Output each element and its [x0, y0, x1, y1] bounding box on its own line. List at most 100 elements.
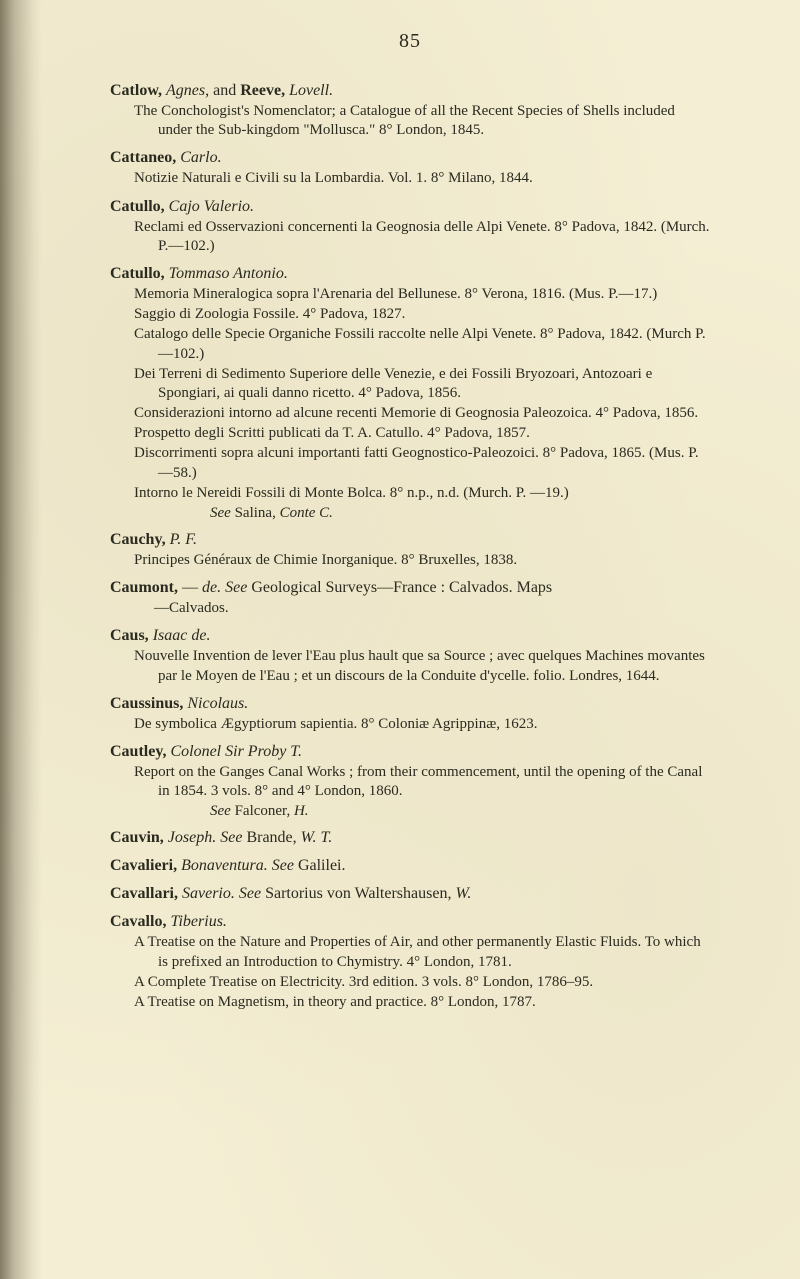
text-run: A Complete Treatise on Electricity. 3rd …: [134, 974, 593, 990]
entry-heading: Cavalieri, Bonaventura. See Galilei.: [110, 856, 710, 876]
text-run: See: [210, 803, 231, 819]
text-run: Colonel Sir Proby T.: [170, 743, 302, 760]
text-run: Caumont,: [110, 579, 182, 596]
text-run: The Conchologist's Nomenclator; a Catalo…: [134, 103, 675, 138]
entry-sub-line: A Treatise on the Nature and Properties …: [110, 933, 710, 971]
entry-sub-line: —Calvados.: [110, 599, 710, 618]
text-run: W.: [455, 885, 471, 902]
entry-sub-line: Catalogo delle Specie Organiche Fossili …: [110, 325, 710, 363]
text-run: Catlow,: [110, 82, 166, 99]
entry-sub-line: The Conchologist's Nomenclator; a Catalo…: [110, 102, 710, 140]
text-run: Considerazioni intorno ad alcune recenti…: [134, 405, 698, 421]
text-run: H.: [294, 803, 309, 819]
entry-sub-line: A Treatise on Magnetism, in theory and p…: [110, 993, 710, 1012]
bibliography-entry: Caussinus, Nicolaus. De symbolica Ægyptio…: [110, 694, 710, 734]
text-run: Reclami ed Osservazioni concernenti la G…: [134, 219, 710, 254]
text-run: P. F.: [170, 531, 197, 548]
text-run: A Treatise on the Nature and Properties …: [134, 934, 701, 969]
text-run: Cajo Valerio.: [169, 198, 254, 215]
text-run: Salina,: [231, 505, 280, 521]
text-run: Catullo,: [110, 198, 169, 215]
entry-sub-line: Notizie Naturali e Civili su la Lombardi…: [110, 169, 710, 188]
text-run: Agnes: [166, 82, 205, 99]
text-run: See: [220, 829, 242, 846]
text-run: —: [182, 579, 202, 596]
text-run: Cautley,: [110, 743, 170, 760]
text-run: Nouvelle Invention de lever l'Eau plus h…: [134, 648, 705, 683]
text-run: De symbolica Ægyptiorum sapientia. 8° Co…: [134, 716, 537, 732]
text-run: Carlo.: [180, 149, 221, 166]
entry-sub-line: Reclami ed Osservazioni concernenti la G…: [110, 218, 710, 256]
text-run: Cauvin,: [110, 829, 168, 846]
text-run: Catullo,: [110, 265, 169, 282]
text-run: Cavallo,: [110, 913, 170, 930]
entry-sub-line: Dei Terreni di Sedimento Superiore delle…: [110, 365, 710, 403]
text-run: de.: [202, 579, 221, 596]
text-run: Falconer,: [231, 803, 294, 819]
text-run: Caussinus,: [110, 695, 187, 712]
text-run: Reeve,: [240, 82, 289, 99]
bibliography-entry: Catullo, Cajo Valerio. Reclami ed Osserva…: [110, 197, 710, 256]
text-run: Cavalieri,: [110, 857, 181, 874]
entry-heading: Cattaneo, Carlo.: [110, 148, 710, 168]
entry-heading: Cauchy, P. F.: [110, 530, 710, 550]
text-run: Lovell.: [289, 82, 333, 99]
entry-heading: Caussinus, Nicolaus.: [110, 694, 710, 714]
entry-sub-line: Prospetto degli Scritti publicati da T. …: [110, 424, 710, 443]
text-run: , and: [205, 82, 240, 99]
entry-heading: Caumont, — de. See Geological Surveys—Fr…: [110, 578, 710, 598]
entry-sub-line: Memoria Mineralogica sopra l'Arenaria de…: [110, 285, 710, 304]
entry-sub-line: Saggio di Zoologia Fossile. 4° Padova, 1…: [110, 305, 710, 324]
text-run: Isaac de.: [153, 627, 211, 644]
text-run: Joseph.: [168, 829, 216, 846]
text-run: Saverio.: [182, 885, 235, 902]
bibliography-entry: Catlow, Agnes, and Reeve, Lovell.The Con…: [110, 81, 710, 140]
text-run: See: [272, 857, 294, 874]
bibliography-entry: Cautley, Colonel Sir Proby T.Report on t…: [110, 742, 710, 820]
bibliography-entry: Cavalieri, Bonaventura. See Galilei.: [110, 856, 710, 876]
bibliography-entry: Caus, Isaac de.Nouvelle Invention de lev…: [110, 626, 710, 685]
text-run: See: [239, 885, 261, 902]
text-run: Bonaventura.: [181, 857, 268, 874]
bibliography-entry: Cattaneo, Carlo. Notizie Naturali e Civil…: [110, 148, 710, 188]
text-run: Memoria Mineralogica sopra l'Arenaria de…: [134, 286, 657, 302]
text-run: Catalogo delle Specie Organiche Fossili …: [134, 326, 706, 361]
text-run: W. T.: [301, 829, 333, 846]
entry-sub-line: De symbolica Ægyptiorum sapientia. 8° Co…: [110, 715, 710, 734]
text-run: A Treatise on Magnetism, in theory and p…: [134, 994, 536, 1010]
text-run: Galilei.: [294, 857, 346, 874]
text-run: Cavallari,: [110, 885, 182, 902]
entries-container: Catlow, Agnes, and Reeve, Lovell.The Con…: [110, 81, 710, 1012]
page: { "page_number": "85", "entries": [ { "h…: [0, 0, 800, 1279]
entry-heading: Cavallari, Saverio. See Sartorius von Wa…: [110, 884, 710, 904]
text-run: Caus,: [110, 627, 153, 644]
text-run: Principes Généraux de Chimie Inorganique…: [134, 552, 517, 568]
text-run: Discorrimenti sopra alcuni importanti fa…: [134, 445, 699, 480]
entry-heading: Cautley, Colonel Sir Proby T.: [110, 742, 710, 762]
text-run: See: [210, 505, 231, 521]
entry-heading: Catlow, Agnes, and Reeve, Lovell.: [110, 81, 710, 101]
page-number: 85: [110, 30, 710, 53]
text-run: Nicolaus.: [187, 695, 248, 712]
text-run: Report on the Ganges Canal Works ; from …: [134, 764, 702, 799]
bibliography-entry: Cauchy, P. F. Principes Généraux de Chimi…: [110, 530, 710, 570]
text-run: Cauchy,: [110, 531, 170, 548]
see-reference: See Falconer, H.: [110, 803, 710, 820]
bibliography-entry: Catullo, Tommaso Antonio.Memoria Mineral…: [110, 264, 710, 522]
entry-heading: Caus, Isaac de.: [110, 626, 710, 646]
bibliography-entry: Cauvin, Joseph. See Brande, W. T.: [110, 828, 710, 848]
text-run: —Calvados.: [154, 600, 229, 616]
text-run: Saggio di Zoologia Fossile. 4° Padova, 1…: [134, 306, 405, 322]
text-run: Dei Terreni di Sedimento Superiore delle…: [134, 366, 652, 401]
entry-heading: Cauvin, Joseph. See Brande, W. T.: [110, 828, 710, 848]
text-run: Prospetto degli Scritti publicati da T. …: [134, 425, 530, 441]
entry-sub-line: Intorno le Nereidi Fossili di Monte Bolc…: [110, 484, 710, 503]
text-run: Tiberius.: [170, 913, 226, 930]
entry-sub-line: Report on the Ganges Canal Works ; from …: [110, 763, 710, 801]
entry-sub-line: Principes Généraux de Chimie Inorganique…: [110, 551, 710, 570]
text-run: Sartorius von Waltershausen,: [261, 885, 455, 902]
text-run: Notizie Naturali e Civili su la Lombardi…: [134, 170, 533, 186]
bibliography-entry: Cavallo, Tiberius. A Treatise on the Natu…: [110, 912, 710, 1012]
text-run: Cattaneo,: [110, 149, 180, 166]
bibliography-entry: Cavallari, Saverio. See Sartorius von Wa…: [110, 884, 710, 904]
